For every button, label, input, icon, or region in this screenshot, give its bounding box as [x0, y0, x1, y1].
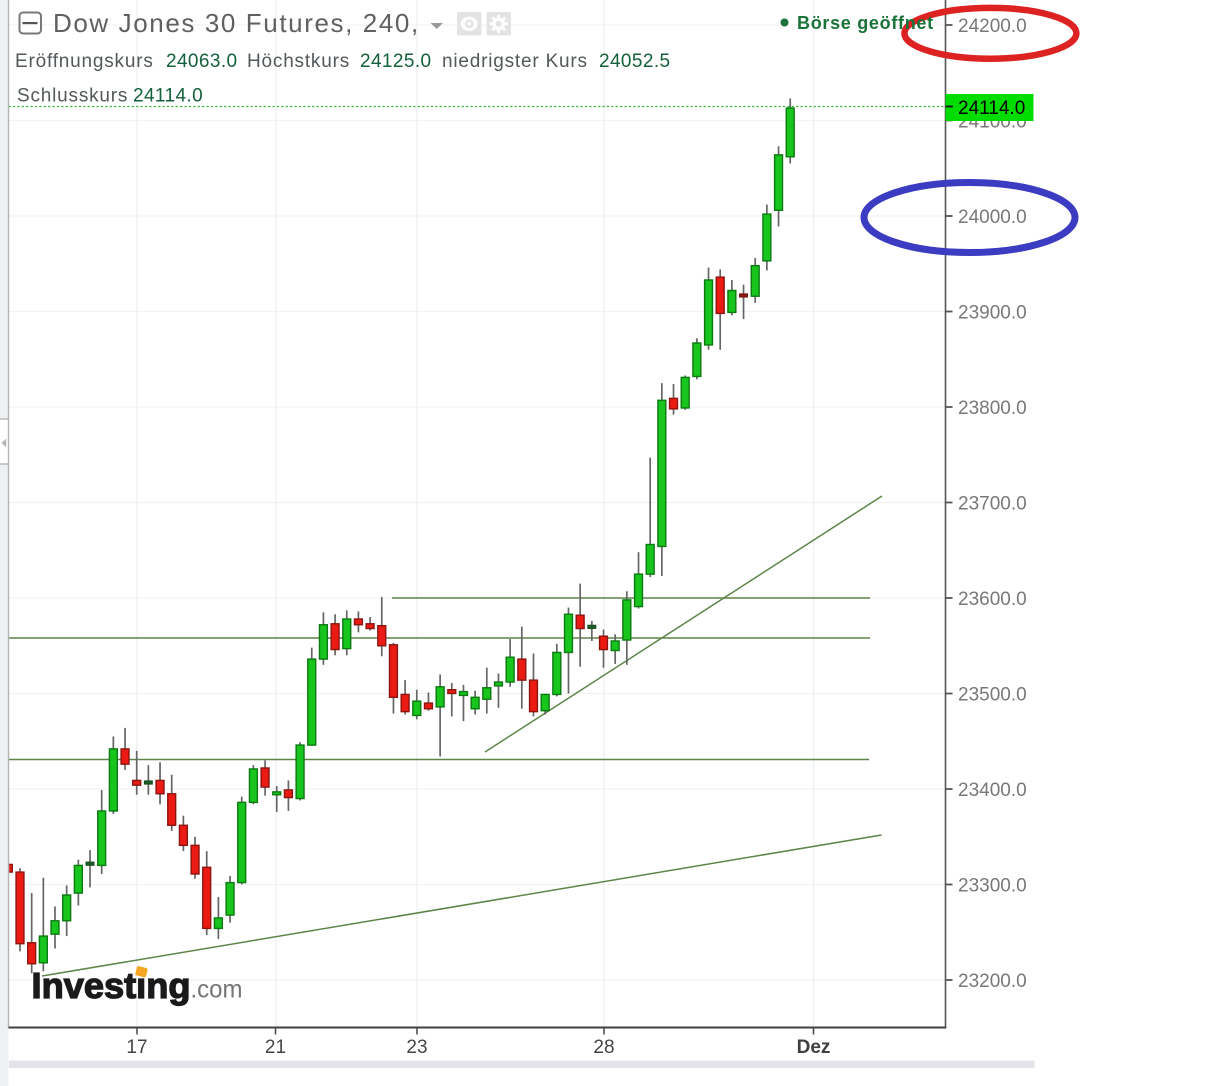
svg-text:Dez: Dez: [797, 1037, 831, 1058]
svg-text:23800.0: 23800.0: [958, 398, 1027, 419]
svg-text:23: 23: [406, 1037, 427, 1058]
svg-text:23400.0: 23400.0: [958, 780, 1027, 801]
svg-text:24000.0: 24000.0: [958, 207, 1027, 228]
svg-text:Dow Jones 30 Futures, 240,: Dow Jones 30 Futures, 240,: [53, 8, 420, 38]
svg-text:Investıng: Investıng: [32, 965, 191, 1006]
svg-text:24200.0: 24200.0: [958, 16, 1027, 37]
svg-text:23200.0: 23200.0: [958, 971, 1027, 992]
svg-text:23300.0: 23300.0: [958, 875, 1027, 896]
svg-text:21: 21: [265, 1037, 286, 1058]
svg-text:23600.0: 23600.0: [958, 589, 1027, 610]
svg-text:24114.0: 24114.0: [958, 98, 1025, 119]
svg-text:17: 17: [126, 1037, 147, 1058]
svg-text:23700.0: 23700.0: [958, 493, 1027, 514]
svg-text:23900.0: 23900.0: [958, 302, 1027, 323]
svg-text:.com: .com: [191, 976, 243, 1004]
svg-text:28: 28: [593, 1037, 614, 1058]
svg-text:Börse geöffnet: Börse geöffnet: [797, 13, 934, 33]
svg-text:23500.0: 23500.0: [958, 684, 1027, 705]
